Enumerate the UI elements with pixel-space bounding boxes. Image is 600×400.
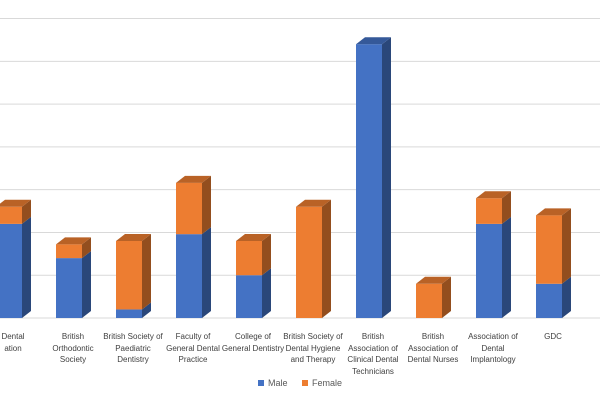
legend-label-female: Female	[312, 378, 343, 388]
bar-female	[476, 198, 502, 224]
legend-item-male: Male	[257, 378, 288, 388]
legend-swatch-male	[257, 380, 264, 386]
category-label: British Society of Paediatric Dentistry	[103, 332, 163, 364]
bar-male	[56, 258, 82, 318]
bar-top-female	[176, 175, 211, 183]
category-label: Association of Dental Implantology	[468, 332, 518, 364]
bar-top-female	[236, 234, 271, 241]
bar-side-female	[562, 208, 571, 284]
category-label: Dental ation	[1, 332, 25, 353]
bar-male	[356, 44, 382, 318]
bar-side-female	[322, 199, 331, 318]
bar-top-female	[296, 199, 331, 207]
bar-side-male	[142, 302, 151, 318]
bar-female	[0, 206, 22, 224]
bar-female	[416, 283, 442, 318]
bar-side-male	[82, 251, 91, 318]
bar-female	[296, 206, 322, 318]
bar-side-female	[22, 199, 31, 224]
legend-item-female: Female	[302, 378, 342, 388]
bar-side-male	[22, 216, 31, 318]
bar-top-female	[416, 276, 451, 284]
bar-side-female	[142, 234, 151, 310]
bar-top-female	[476, 191, 511, 199]
category-label: British Society of Dental Hygiene and Ther…	[283, 332, 343, 364]
bar-side-male	[382, 37, 391, 318]
category-label: GDC	[544, 332, 562, 341]
category-label: British Association of Clinical Dental Tech…	[347, 332, 399, 376]
bar-female	[116, 241, 142, 310]
category-label: Faculty of General Dental Practice	[166, 332, 220, 364]
legend-swatch-female	[302, 380, 308, 386]
bar-side-male	[502, 216, 511, 318]
bar-male	[116, 309, 142, 318]
legend-label-male: Male	[267, 378, 288, 388]
legend: Male Female	[0, 378, 600, 388]
bar-male	[0, 223, 22, 318]
bar-side-male	[262, 268, 271, 318]
bar-female	[176, 182, 202, 235]
bar-male	[536, 283, 562, 318]
bar-side-male	[202, 227, 211, 318]
bar-side-female	[502, 191, 511, 224]
category-label: British Association of Dental Nurses	[407, 332, 459, 364]
bar-side-female	[262, 234, 271, 276]
category-label: College of General Dentistry	[221, 332, 285, 353]
bar-top-male	[356, 37, 391, 45]
bar-side-male	[562, 276, 571, 318]
bar-top-female	[536, 208, 571, 216]
bar-side-female	[442, 276, 451, 318]
bar-female	[56, 244, 82, 259]
bar-side-female	[202, 175, 211, 235]
bar-top-female	[0, 199, 31, 207]
bar-female	[536, 215, 562, 284]
bar-male	[476, 223, 502, 318]
bar-top-female	[56, 237, 91, 245]
bar-male	[176, 234, 202, 318]
bar-top-female	[116, 234, 151, 241]
bar-female	[236, 241, 262, 276]
category-label: British Orthodontic Society	[52, 332, 94, 364]
bar-male	[236, 275, 262, 318]
bar-side-female	[82, 237, 91, 259]
